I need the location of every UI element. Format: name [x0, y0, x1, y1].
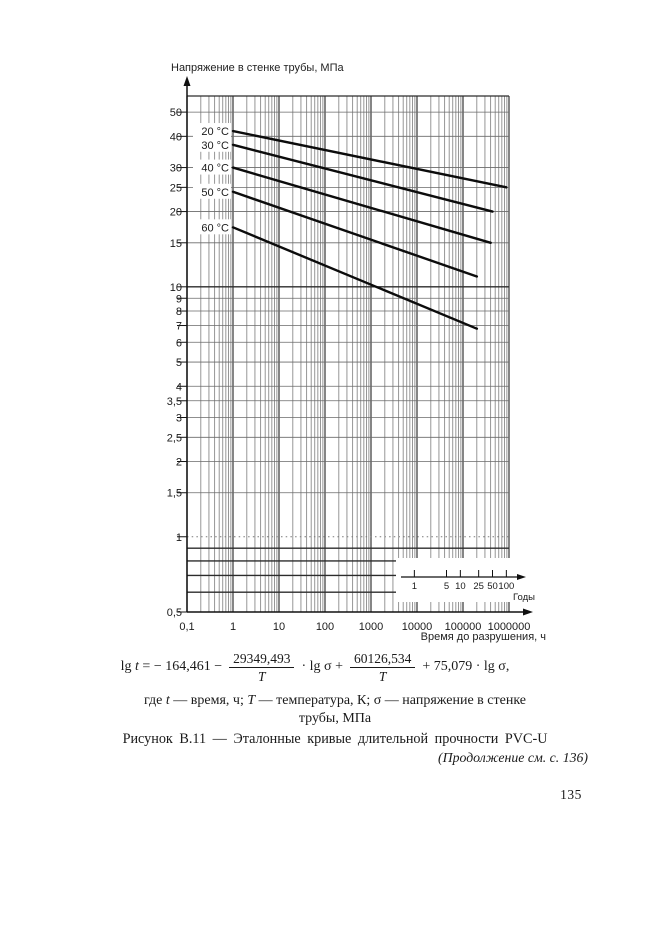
where-line-1: где t — время, ч; T — температура, К; σ … — [144, 693, 526, 708]
y-axis-arrow-icon — [183, 76, 191, 86]
page-number: 135 — [560, 787, 582, 802]
years-tick-label: 1 — [412, 581, 417, 592]
y-tick-label: 3,5 — [167, 396, 182, 408]
y-tick-label: 8 — [176, 306, 182, 318]
chart-grid — [186, 95, 510, 612]
series-label-60-c: 60 °C — [201, 222, 229, 234]
series-label-30-c: 30 °C — [201, 140, 229, 152]
y-tick-label: 1,5 — [167, 488, 182, 500]
y-tick-label: 40 — [170, 131, 182, 143]
x-tick-label: 1 — [230, 621, 236, 633]
y-tick-label: 10 — [170, 282, 182, 294]
figure-caption: Рисунок В.11 — Эталонные кривые длительн… — [122, 731, 548, 747]
x-tick-label: 0,1 — [179, 621, 194, 633]
x-tick-label: 100 — [316, 621, 334, 633]
series-label-bg-60-c — [193, 219, 231, 235]
y-tick-label: 0,5 — [167, 607, 182, 619]
x-tick-label: 1000000 — [488, 621, 531, 633]
where-line-2: трубы, МПа — [298, 711, 372, 726]
formula-fraction-1: 29349,493 T — [229, 651, 295, 684]
x-tick-label: 10 — [273, 621, 285, 633]
x-axis-arrow-icon — [523, 608, 533, 616]
y-tick-label: 3 — [176, 413, 182, 425]
series-label-50-c: 50 °C — [201, 187, 229, 199]
where-note: где t — время, ч; T — температура, К; σ … — [80, 692, 590, 728]
years-axis-title: Годы — [513, 592, 535, 603]
x-tick-label: 10000 — [402, 621, 433, 633]
series-label-bg-50-c — [193, 183, 231, 199]
x-tick-label: 100000 — [445, 621, 482, 633]
continuation-note: (Продолжение см. с. 136) — [438, 750, 588, 765]
years-tick-label: 50 — [487, 581, 498, 592]
y-tick-label: 50 — [170, 107, 182, 119]
formula: lg t = − 164,461 − 29349,493 T · lg σ + … — [50, 647, 580, 687]
series-line-30-c — [231, 143, 494, 213]
chart-series: 20 °C 30 °C 40 °C 50 °C 60 °C — [193, 123, 508, 330]
x-tick-label: 1000 — [359, 621, 383, 633]
formula-lhs: lg t = − 164,461 − — [120, 659, 223, 674]
formula-tail: + 75,079 · lg σ, — [422, 659, 510, 674]
years-tick-label: 5 — [444, 581, 449, 592]
years-axis-arrow-icon — [517, 574, 526, 580]
years-tick-label: 25 — [473, 581, 484, 592]
y-tick-label: 2 — [176, 457, 182, 469]
chart-x-axis-label: Время до разрушения, ч — [420, 631, 546, 643]
formula-operator-1: · lg σ + — [301, 659, 343, 674]
y-tick-label: 15 — [170, 238, 182, 250]
formula-fraction-2: 60126,534 T — [349, 651, 416, 684]
y-tick-label: 9 — [176, 293, 182, 305]
y-tick-label: 7 — [176, 321, 182, 333]
years-tick-label: 100 — [498, 581, 514, 592]
y-tick-label: 4 — [176, 381, 182, 393]
y-tick-label: 1 — [176, 532, 182, 544]
y-tick-label: 5 — [176, 357, 182, 369]
series-line-60-c — [231, 226, 479, 330]
y-tick-label: 30 — [170, 163, 182, 175]
series-label-bg-40-c — [193, 159, 231, 175]
series-label-20-c: 20 °C — [201, 126, 229, 138]
y-tick-label: 25 — [170, 182, 182, 194]
years-inset-bg — [396, 558, 536, 602]
series-line-20-c — [231, 129, 508, 189]
y-tick-label: 2,5 — [167, 432, 182, 444]
years-tick-label: 10 — [455, 581, 466, 592]
chart-title: Напряжение в стенке трубы, МПа — [171, 62, 344, 74]
series-line-40-c — [231, 166, 492, 245]
series-label-bg-20-c — [193, 123, 231, 139]
series-line-50-c — [231, 190, 479, 278]
chart-axes — [183, 76, 533, 616]
y-tick-label: 6 — [176, 337, 182, 349]
series-label-bg-30-c — [193, 136, 231, 152]
y-tick-label: 20 — [170, 207, 182, 219]
series-label-40-c: 40 °C — [201, 163, 229, 175]
